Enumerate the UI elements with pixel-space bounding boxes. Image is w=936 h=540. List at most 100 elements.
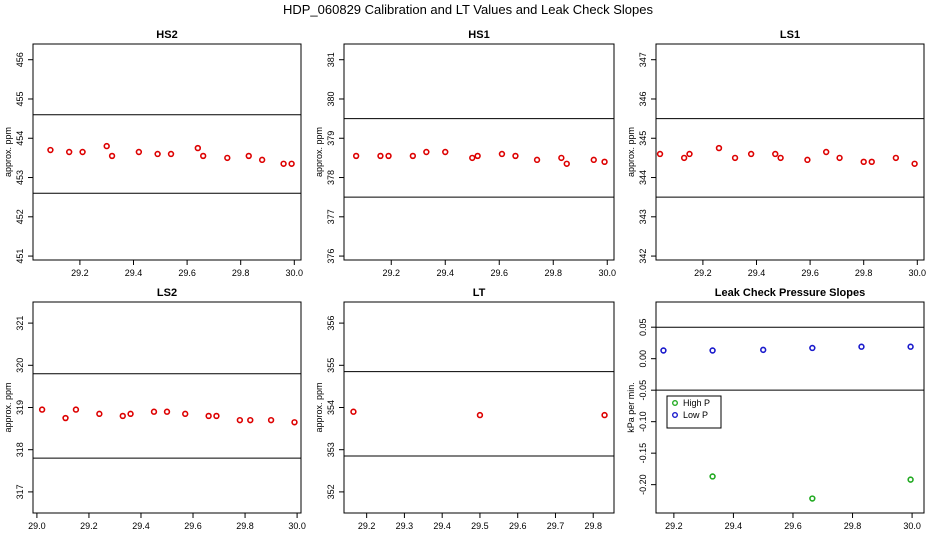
- y-axis-label: approx. ppm: [3, 382, 13, 432]
- data-point-values: [385, 152, 392, 160]
- y-tick-label: 354: [326, 400, 336, 415]
- data-point-values: [38, 406, 46, 413]
- y-axis-label: kPa per min.: [626, 382, 636, 433]
- data-point-values: [474, 152, 481, 160]
- x-tick-label: 29.6: [184, 521, 202, 531]
- data-point-values: [469, 154, 476, 162]
- y-tick-label: 379: [326, 131, 336, 146]
- panel-lt: LT 29.2 29.3 29.4 29.5 29.6 29.7 29.8 352 353 354 3…: [314, 287, 615, 531]
- y-axis-label: approx. ppm: [314, 127, 324, 177]
- y-tick-label: 376: [326, 249, 336, 264]
- data-point-low-p: [858, 343, 865, 350]
- data-point-values: [167, 150, 175, 158]
- data-point-values: [280, 160, 287, 167]
- x-tick-label: 30.0: [288, 521, 306, 531]
- data-point-values: [860, 158, 867, 166]
- data-point-values: [590, 156, 597, 164]
- y-tick-label: -0.15: [638, 443, 648, 464]
- figure-title: HDP_060829 Calibration and LT Values and…: [282, 2, 654, 17]
- x-tick-label: 29.7: [547, 521, 565, 531]
- data-point-values: [563, 160, 570, 167]
- y-tick-label: 0.05: [638, 318, 648, 336]
- y-tick-label: 318: [15, 442, 25, 457]
- y-axis-label: approx. ppm: [626, 127, 636, 177]
- data-point-values: [512, 152, 519, 160]
- legend-marker: [672, 400, 679, 407]
- y-tick-label: 319: [15, 400, 25, 415]
- x-tick-label: 29.4: [433, 521, 451, 531]
- data-point-high-p: [907, 476, 914, 483]
- data-point-values: [423, 148, 430, 156]
- x-tick-label: 29.2: [71, 268, 89, 278]
- y-tick-label: 346: [638, 91, 648, 106]
- plot-frame: [655, 43, 925, 261]
- x-tick-label: 29.6: [801, 268, 819, 278]
- data-point-values: [601, 158, 608, 166]
- x-tick-label: 29.6: [178, 268, 196, 278]
- legend-marker: [672, 412, 679, 419]
- data-point-values: [72, 406, 80, 413]
- data-point-values: [804, 156, 811, 164]
- panel-hs1: HS1 29.2 29.4 29.6 29.8 30.0 376 377 378 379 380 38…: [314, 29, 616, 278]
- data-point-values: [777, 154, 784, 162]
- x-tick-label: 29.8: [844, 521, 862, 531]
- data-point-low-p: [907, 343, 914, 350]
- data-point-values: [731, 154, 739, 162]
- y-tick-label: 347: [638, 52, 648, 67]
- data-point-values: [103, 142, 110, 150]
- data-point-low-p: [660, 347, 667, 354]
- data-point-values: [65, 148, 73, 156]
- data-point-values: [47, 146, 54, 154]
- panel-title: LT: [473, 287, 486, 299]
- x-tick-label: 29.6: [509, 521, 527, 531]
- x-tick-label: 29.2: [665, 521, 683, 531]
- x-tick-label: 29.0: [28, 521, 46, 531]
- x-tick-label: 29.4: [436, 268, 454, 278]
- y-tick-label: 0.00: [638, 350, 648, 368]
- y-tick-label: 355: [326, 358, 336, 373]
- y-tick-label: -0.05: [638, 380, 648, 401]
- y-tick-label: -0.10: [638, 411, 648, 432]
- data-point-values: [163, 408, 171, 415]
- x-tick-label: 29.6: [490, 268, 508, 278]
- data-point-values: [476, 411, 484, 419]
- y-tick-label: 344: [638, 170, 648, 185]
- y-tick-label: 455: [15, 91, 25, 106]
- panel-hs2: HS2 29.2 29.4 29.6 29.8 30.0 451 452 453 454 455 45…: [3, 29, 303, 278]
- data-point-values: [377, 152, 384, 160]
- y-tick-label: 456: [15, 52, 25, 67]
- data-point-values: [822, 148, 830, 156]
- legend-label: High P: [683, 398, 710, 408]
- data-point-values: [892, 154, 900, 162]
- data-point-values: [108, 152, 116, 160]
- data-point-values: [747, 150, 755, 158]
- data-point-values: [119, 412, 126, 420]
- data-point-values: [224, 154, 231, 162]
- data-point-values: [352, 152, 360, 160]
- x-tick-label: 29.8: [236, 521, 254, 531]
- data-point-values: [680, 154, 688, 162]
- panel-title: LS2: [157, 287, 177, 299]
- legend-label: Low P: [683, 410, 708, 420]
- y-tick-label: 353: [326, 442, 336, 457]
- panel-ls1: LS1 29.2 29.4 29.6 29.8 30.0 342 343 344 345 346 34…: [626, 29, 926, 278]
- x-tick-label: 29.8: [855, 268, 873, 278]
- panel-ls2: LS2 29.0 29.2 29.4 29.6 29.8 30.0 317 318 319 320 3…: [3, 287, 306, 531]
- data-point-values: [247, 416, 254, 424]
- x-tick-label: 29.8: [544, 268, 562, 278]
- x-tick-label: 29.8: [232, 268, 250, 278]
- data-point-high-p: [709, 473, 716, 480]
- data-point-values: [772, 150, 779, 158]
- data-point-values: [291, 419, 298, 426]
- x-tick-label: 30.0: [598, 268, 616, 278]
- data-point-values: [533, 156, 541, 164]
- data-point-values: [442, 148, 449, 156]
- data-point-values: [127, 410, 134, 418]
- data-point-values: [498, 150, 506, 158]
- y-tick-label: 321: [15, 316, 25, 331]
- data-point-low-p: [759, 346, 767, 354]
- plot-frame: [32, 301, 302, 514]
- data-point-values: [558, 154, 565, 162]
- x-tick-label: 29.2: [358, 521, 376, 531]
